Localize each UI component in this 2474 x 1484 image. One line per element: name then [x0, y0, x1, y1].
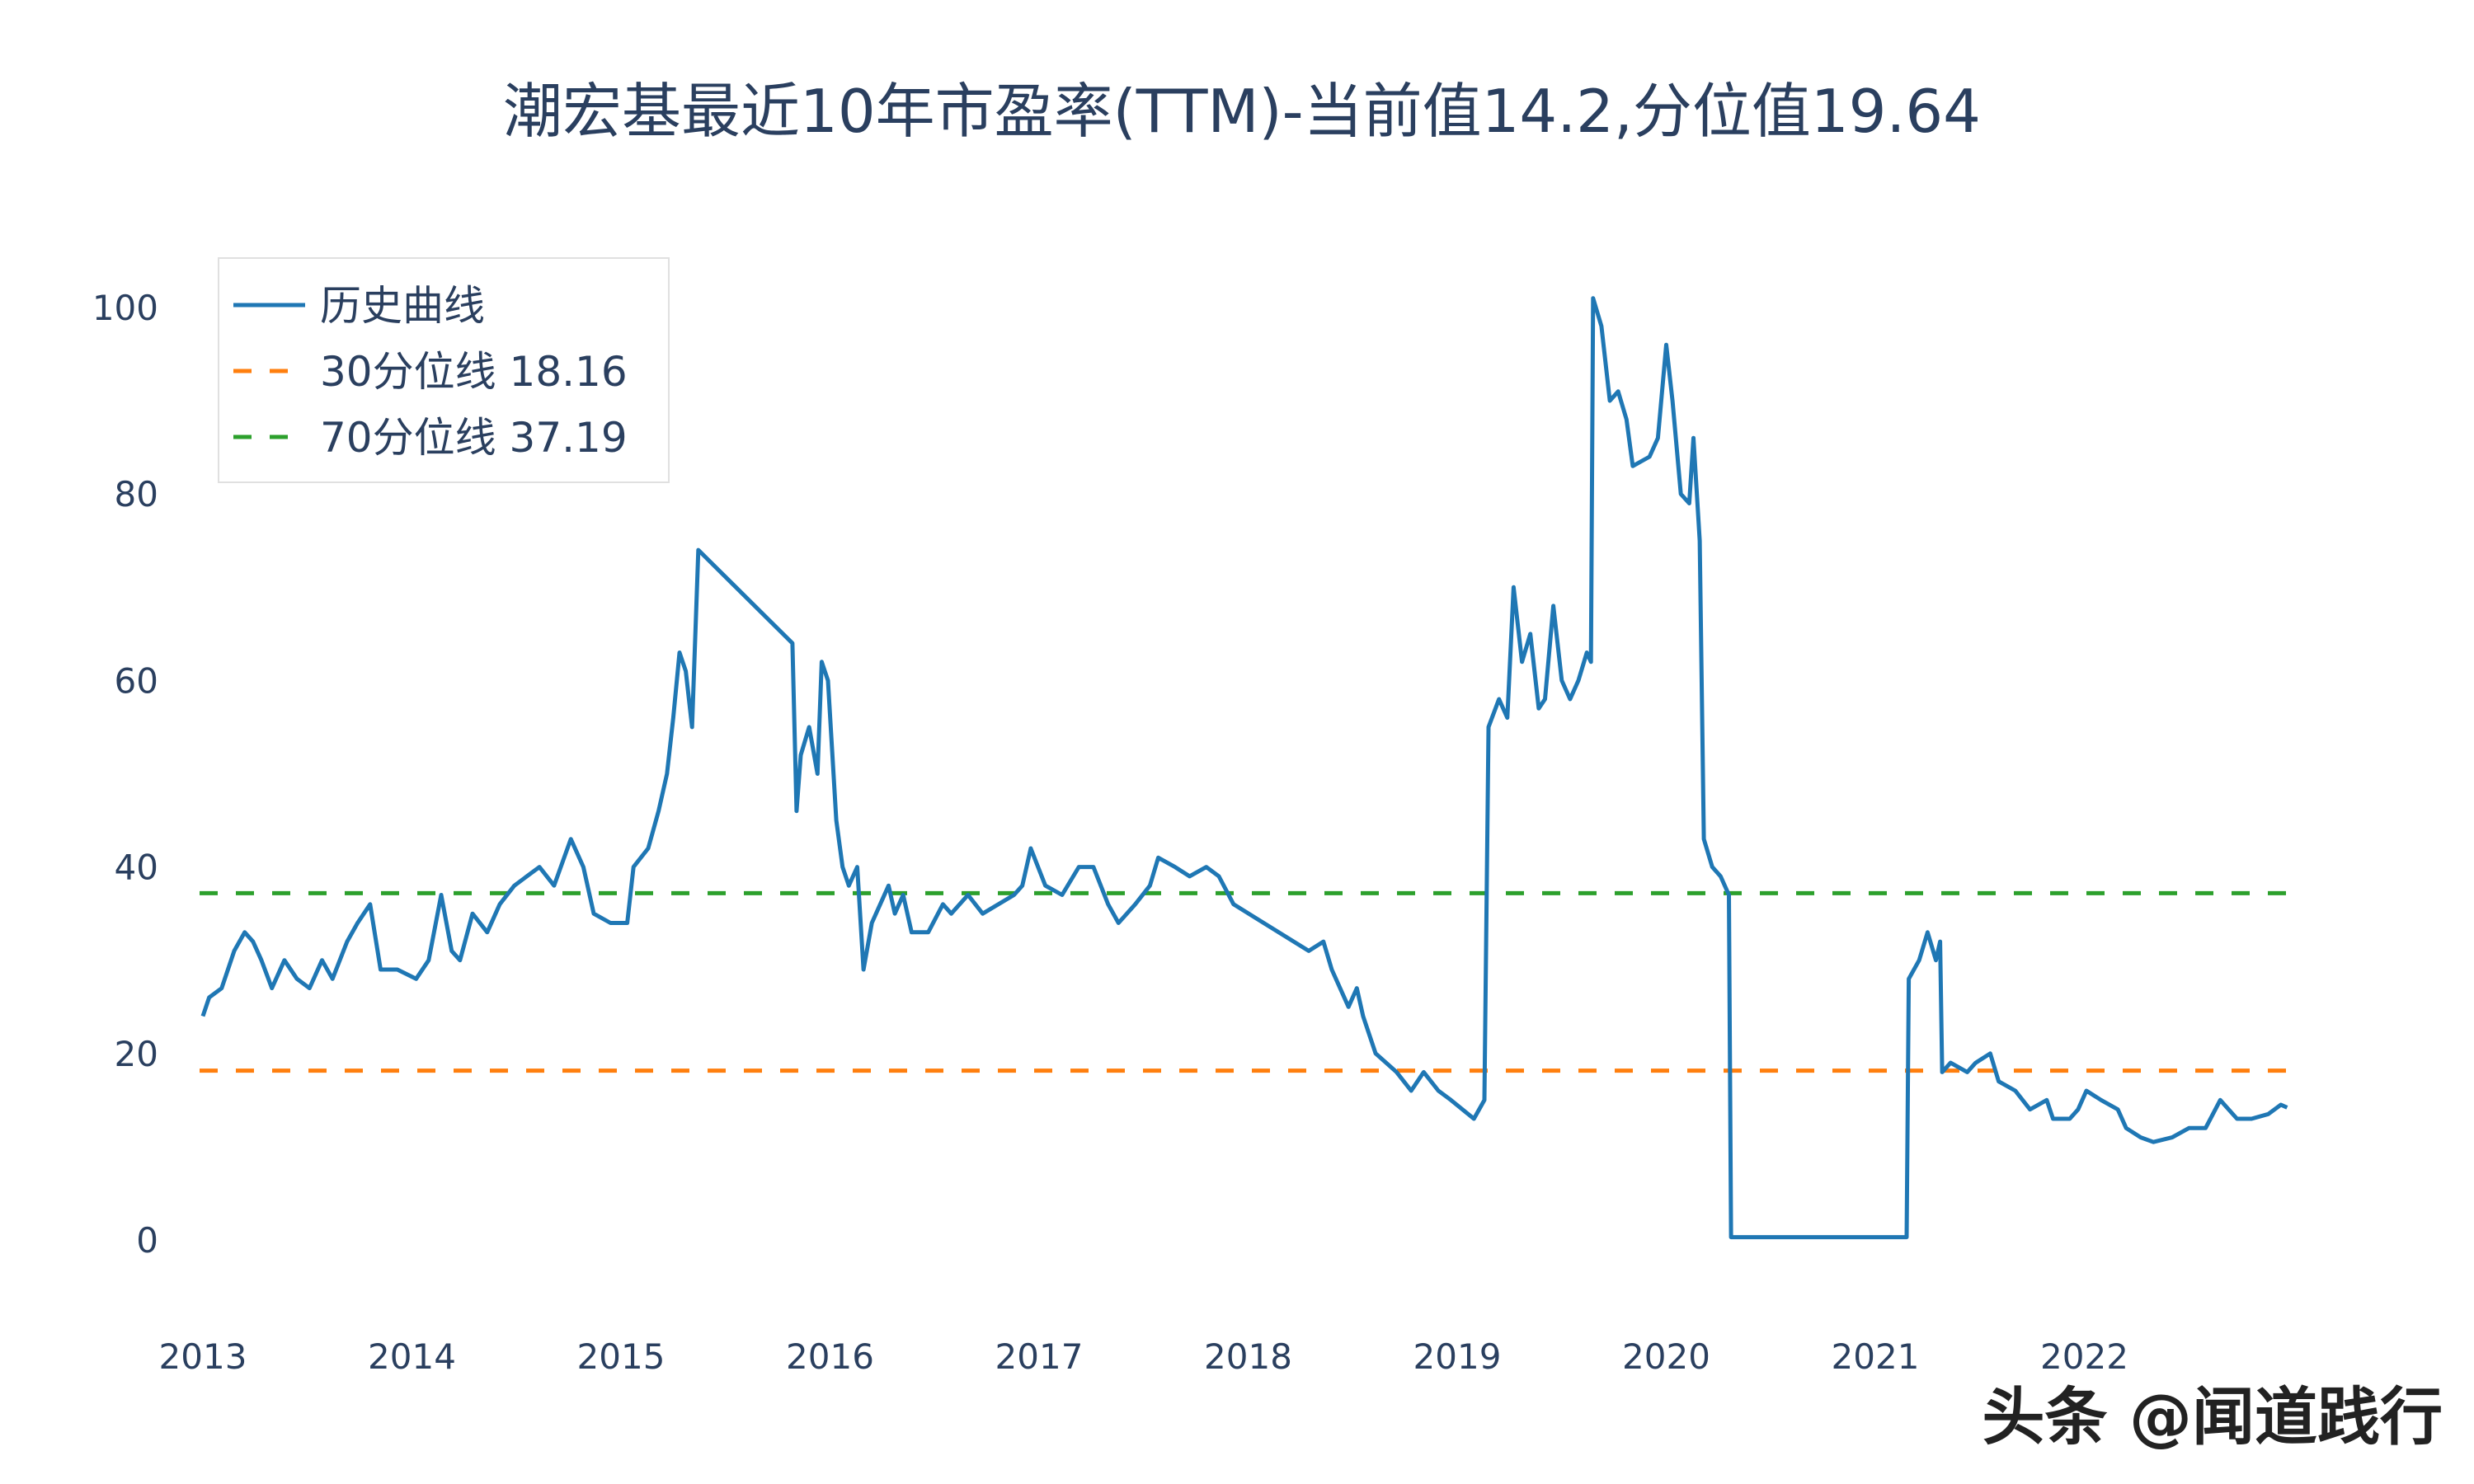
- x-tick-label: 2014: [368, 1336, 456, 1377]
- x-tick-label: 2020: [1622, 1336, 1710, 1377]
- x-tick-label: 2015: [577, 1336, 666, 1377]
- y-tick-label: 40: [115, 848, 158, 888]
- x-tick-label: 2013: [159, 1336, 247, 1377]
- y-axis: 0 20 40 60 80 100: [92, 288, 158, 1261]
- legend-label-history: 历史曲线: [320, 282, 485, 330]
- legend: 历史曲线 30分位线 18.16 70分位线 37.19: [218, 257, 670, 483]
- x-tick-label: 2021: [1832, 1336, 1920, 1377]
- history-line: [200, 296, 2288, 1240]
- y-tick-label: 100: [92, 288, 158, 328]
- legend-label-p70: 70分位线 37.19: [320, 414, 628, 462]
- x-tick-label: 2022: [2040, 1336, 2128, 1377]
- legend-box: [218, 257, 670, 483]
- y-tick-label: 80: [115, 474, 158, 514]
- x-tick-label: 2018: [1204, 1336, 1292, 1377]
- y-tick-label: 0: [136, 1220, 158, 1261]
- plot-area: [200, 296, 2288, 1240]
- x-tick-label: 2017: [995, 1336, 1084, 1377]
- y-tick-label: 20: [115, 1034, 158, 1074]
- legend-label-p30: 30分位线 18.16: [320, 348, 628, 396]
- watermark: 头条 @闻道践行: [1982, 1380, 2443, 1453]
- x-tick-label: 2019: [1413, 1336, 1502, 1377]
- x-tick-label: 2016: [786, 1336, 874, 1377]
- x-axis: 2013 2014 2015 2016 2017 2018 2019 2020 2021 2022: [159, 1336, 2128, 1377]
- y-tick-label: 60: [115, 660, 158, 701]
- chart-title: 潮宏基最近10年市盈率(TTM)-当前值14.2,分位值19.64: [503, 77, 1981, 146]
